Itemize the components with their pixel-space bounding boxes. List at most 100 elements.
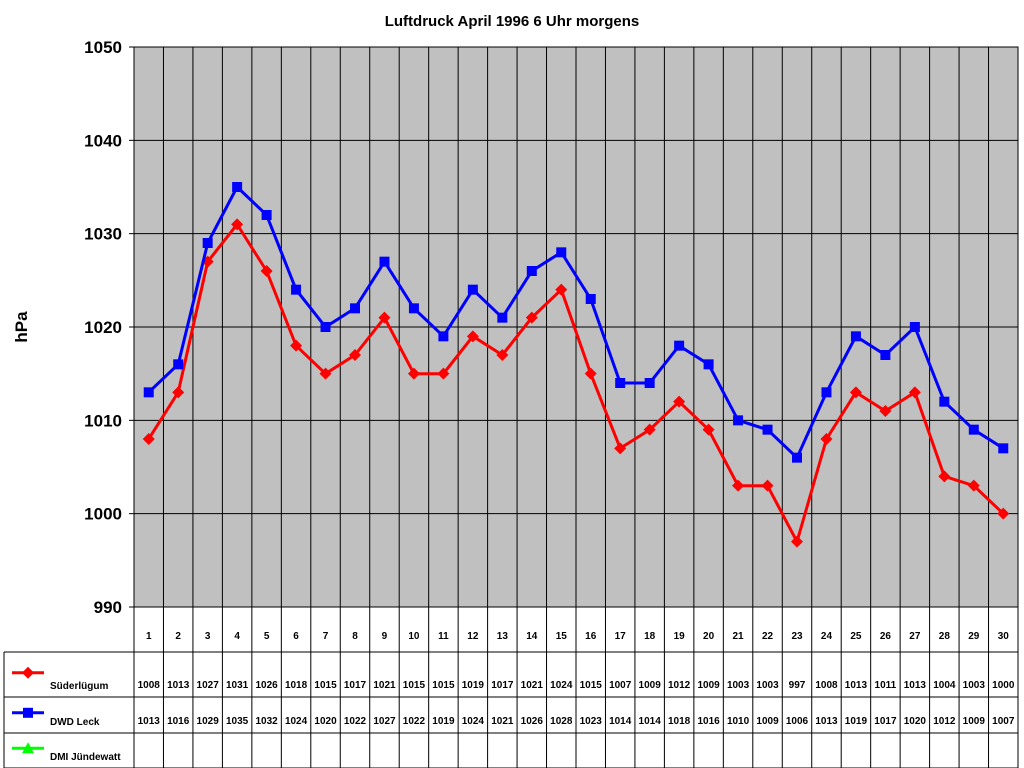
y-tick-label: 1020 [84,318,122,337]
data-point [879,405,892,417]
data-point [350,303,360,314]
data-point [408,303,419,314]
data-point [703,359,714,370]
table-cell: 1019 [432,716,455,727]
table-cell: 1022 [344,716,367,727]
data-point [526,266,537,276]
x-tick-label: 16 [585,631,597,642]
data-point [261,210,272,220]
x-tick-label: 3 [205,631,211,642]
table-cell: 1009 [756,716,779,727]
data-point [939,396,950,407]
table-cell: 1024 [285,716,308,727]
table-cell: 1018 [668,716,691,727]
table-cell: 1019 [462,680,485,691]
legend-marker [22,666,34,679]
table-cell: 1009 [639,680,662,691]
table-cell: 1027 [197,680,220,691]
table-cell: 1013 [815,716,838,727]
table-cell: 1003 [727,680,750,691]
data-point [614,442,627,455]
data-point [643,423,656,436]
table-cell: 1015 [403,680,426,691]
data-point [998,443,1009,454]
table-cell: 1013 [138,716,161,727]
table-cell: 1017 [344,680,367,691]
x-tick-label: 22 [762,631,774,642]
x-tick-label: 21 [733,631,745,642]
x-tick-label: 17 [615,631,627,642]
data-point [525,311,538,324]
data-point [967,479,980,492]
x-tick-label: 9 [382,631,388,642]
table-cell: 1021 [491,716,514,727]
table-cell: 1021 [521,680,544,691]
table-cell: 1006 [786,716,809,727]
data-point [584,367,597,380]
table-cell: 1003 [963,680,986,691]
data-point [674,340,685,351]
table-cell: 1012 [668,680,691,691]
table-cell: 1007 [609,680,632,691]
table-cell: 1009 [697,680,720,691]
data-point [733,415,744,426]
x-tick-label: 2 [175,631,181,642]
data-point [497,312,508,323]
data-point [850,331,861,342]
x-tick-label: 4 [234,631,240,642]
x-tick-label: 29 [968,631,980,642]
table-cell: 1010 [727,716,750,727]
data-point [231,218,244,231]
data-point [201,255,214,268]
data-point [320,322,331,332]
x-tick-label: 13 [497,631,509,642]
x-tick-label: 30 [998,631,1010,642]
data-point [556,247,567,258]
legend-label: DMI Jündewatt [50,752,121,763]
table-cell: 1031 [226,680,249,691]
y-tick-label: 990 [94,598,122,617]
y-tick-label: 1000 [84,505,122,524]
series-line-0 [147,221,1005,546]
data-point [820,433,833,445]
x-tick-label: 7 [323,631,329,642]
data-point [908,386,921,399]
x-tick-label: 8 [352,631,358,642]
data-point [349,349,361,361]
data-point [585,294,596,304]
table-cell: 1017 [874,716,897,727]
data-point [762,424,773,435]
x-tick-label: 5 [264,631,270,642]
x-tick-label: 1 [146,631,152,642]
x-tick-label: 20 [703,631,715,642]
table-cell: 1015 [432,680,455,691]
x-tick-label: 27 [909,631,921,642]
x-tick-label: 10 [408,631,420,642]
table-cell: 1024 [550,680,573,691]
x-tick-label: 24 [821,631,833,642]
data-point [644,378,655,388]
data-point [849,386,862,399]
table-cell: 1000 [992,680,1015,691]
legend-marker [22,742,34,754]
chart-title: Luftdruck April 1996 6 Uhr morgens [385,13,640,30]
table-cell: 1021 [373,680,396,691]
data-point [291,284,302,295]
table-cell: 1024 [462,716,485,727]
table-cell: 1020 [904,716,927,727]
data-point [173,359,184,370]
y-tick-label: 1010 [84,411,122,430]
data-point [761,479,774,492]
data-point [673,395,686,408]
data-point [555,283,568,296]
x-tick-label: 18 [644,631,656,642]
x-tick-label: 28 [939,631,951,642]
table-cell: 1013 [904,680,927,691]
data-point [997,507,1010,520]
table-cell: 1015 [580,680,603,691]
table-cell: 1004 [933,680,956,691]
table-cell: 1016 [697,716,720,727]
table-cell: 1018 [285,680,308,691]
x-tick-label: 14 [526,631,538,642]
data-table: 1 2 3 4 5 6 7 8 9 10 11 12 13 14 15 16 17 18 19 20 21 22 23 24 2… [3,607,1019,768]
